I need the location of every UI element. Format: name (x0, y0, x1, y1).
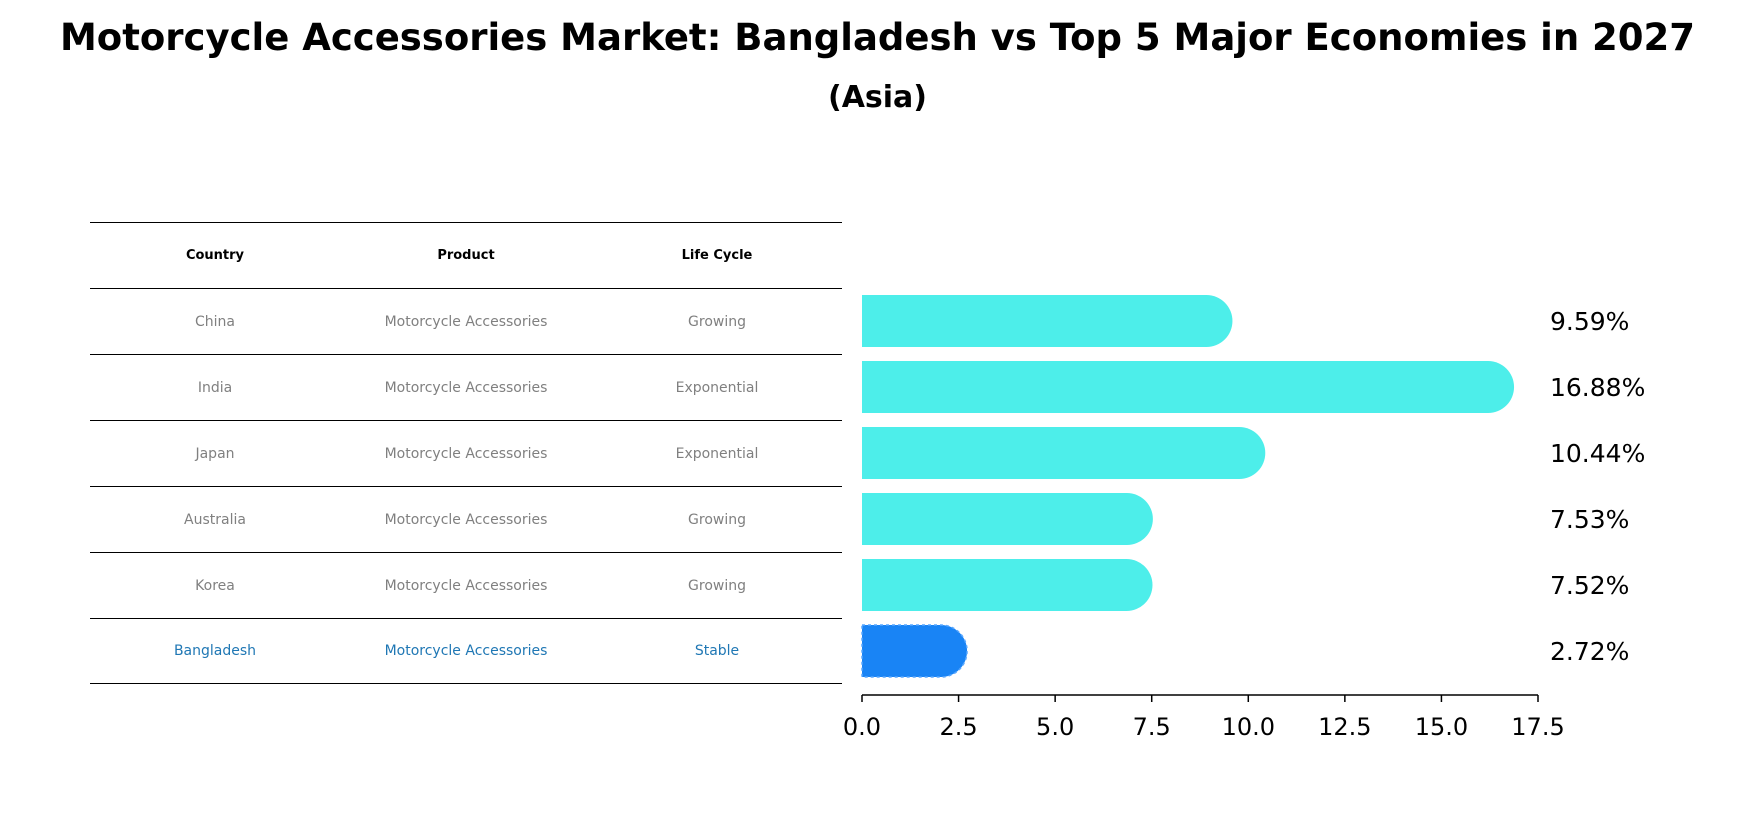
value-label-korea: 7.52% (1550, 571, 1629, 600)
country-cell: Australia (184, 511, 246, 528)
life-cycle-cell: Exponential (675, 379, 759, 396)
bar-india (862, 361, 1515, 413)
life-cycle-cell: Growing (688, 511, 746, 528)
chart-subtitle: (Asia) (827, 80, 928, 115)
x-tick-label: 10.0 (1222, 713, 1275, 741)
bar-korea (862, 559, 1153, 611)
country-cell: Japan (195, 445, 235, 462)
product-cell: Motorcycle Accessories (384, 313, 548, 330)
chart-title: Motorcycle Accessories Market: Banglades… (59, 16, 1696, 59)
life-cycle-cell: Growing (688, 577, 746, 594)
table-row: China Motorcycle Accessories Growing (90, 288, 842, 354)
life-cycle-cell: Exponential (675, 445, 759, 462)
table-header-row: Country Product Life Cycle (90, 222, 842, 288)
value-label-china: 9.59% (1550, 307, 1629, 336)
x-tick-label: 2.5 (939, 713, 977, 741)
country-cell: Korea (195, 577, 235, 594)
country-cell: China (195, 313, 235, 330)
table-row: Australia Motorcycle Accessories Growing (90, 486, 842, 552)
table-row: Korea Motorcycle Accessories Growing (90, 552, 842, 618)
header-country: Country (185, 248, 245, 263)
x-tick-label: 17.5 (1511, 713, 1564, 741)
value-label-india: 16.88% (1550, 373, 1645, 402)
product-cell: Motorcycle Accessories (384, 445, 548, 462)
product-cell: Motorcycle Accessories (384, 643, 548, 659)
header-product: Product (437, 248, 495, 263)
country-table: Country Product Life Cycle China Motorcy… (90, 222, 842, 684)
product-cell: Motorcycle Accessories (384, 379, 548, 396)
country-cell: India (197, 379, 233, 396)
bar-australia (862, 493, 1153, 545)
life-cycle-cell: Stable (694, 643, 740, 659)
x-tick-label: 7.5 (1133, 713, 1171, 741)
table-row-highlighted: Bangladesh Motorcycle Accessories Stable (90, 618, 842, 684)
value-label-japan: 10.44% (1550, 439, 1645, 468)
bar-japan (862, 427, 1266, 479)
table-row: Japan Motorcycle Accessories Exponential (90, 420, 842, 486)
table-row: India Motorcycle Accessories Exponential (90, 354, 842, 420)
life-cycle-cell: Growing (688, 313, 746, 330)
product-cell: Motorcycle Accessories (384, 511, 548, 528)
x-tick-label: 0.0 (843, 713, 881, 741)
x-tick-label: 5.0 (1036, 713, 1074, 741)
value-label-bangladesh: 2.72% (1550, 637, 1629, 666)
product-cell: Motorcycle Accessories (384, 577, 548, 594)
x-tick-label: 12.5 (1318, 713, 1371, 741)
bar-bangladesh (861, 624, 968, 678)
header-life-cycle: Life Cycle (681, 248, 753, 263)
country-cell: Bangladesh (173, 643, 257, 659)
x-tick-label: 15.0 (1415, 713, 1468, 741)
bar-china (862, 295, 1233, 347)
value-label-australia: 7.53% (1550, 505, 1629, 534)
